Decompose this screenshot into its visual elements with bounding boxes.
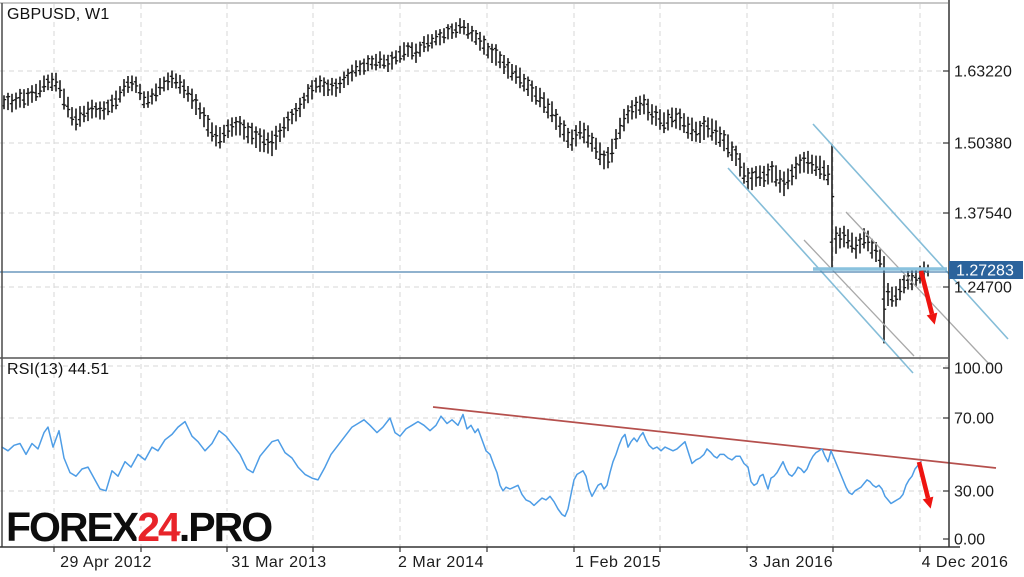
price-bars	[1, 18, 931, 344]
rsi-red-trendline	[432, 406, 997, 469]
rsi-axis-label: 100.00	[954, 361, 1003, 378]
price-axis-label: 1.37540	[954, 206, 1012, 223]
red-arrow-shaft	[918, 270, 935, 315]
symbol-title: GBPUSD, W1	[7, 6, 110, 23]
date-axis-label: 31 Mar 2013	[231, 554, 326, 571]
date-axis-label: 2 Mar 2014	[398, 554, 484, 571]
bottom-axis: 29 Apr 2012 31 Mar 2013 2 Mar 2014 1 Feb 20…	[53, 547, 1009, 571]
gray-trendline	[845, 211, 991, 366]
logo-text-pro: .PRO	[178, 504, 273, 550]
date-axis-label: 1 Feb 2015	[575, 554, 661, 571]
price-axis-label: 1.50380	[954, 136, 1012, 153]
gray-trendline	[803, 239, 915, 357]
rsi-axis-label: 30.00	[954, 484, 994, 501]
current-price-label: 1.27283	[956, 263, 1014, 280]
date-axis-label: 29 Apr 2012	[60, 554, 152, 571]
date-axis-label: 3 Jan 2016	[749, 554, 833, 571]
blue-channel-line	[812, 123, 1009, 340]
current-price-badge	[949, 261, 1023, 279]
date-axis-label: 4 Dec 2016	[922, 554, 1009, 571]
price-axis-label: 1.63220	[954, 64, 1012, 81]
gridlines	[0, 4, 948, 547]
rsi-axis-label: 70.00	[954, 411, 994, 428]
site-logo: FOREX24.PRO	[6, 504, 273, 551]
right-axis: 1.63220 1.50380 1.37540 1.24700 100.00 70.00 3…	[943, 64, 1023, 549]
rsi-line	[1, 413, 922, 518]
frame	[0, 0, 960, 548]
rsi-axis-label: 0.00	[954, 532, 985, 549]
trendlines	[0, 123, 1009, 469]
red-arrow-shaft	[916, 461, 931, 499]
price-axis-label: 1.24700	[954, 280, 1012, 297]
red-arrow-head	[922, 496, 934, 509]
red-arrows	[916, 270, 938, 509]
rsi-indicator-label: RSI(13) 44.51	[7, 361, 110, 378]
logo-text-24: 24	[137, 504, 181, 550]
red-arrow-head	[926, 312, 938, 325]
logo-text-forex: FOREX	[6, 504, 139, 550]
